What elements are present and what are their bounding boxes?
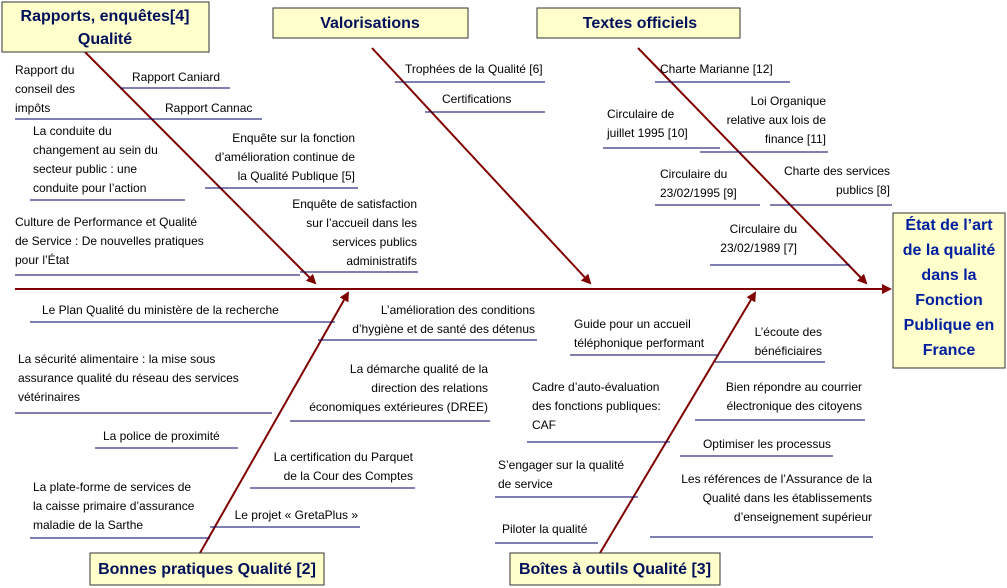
category-box — [536, 7, 741, 39]
cause-label: La certification du Parquet — [274, 450, 414, 464]
cause-label: électronique des citoyens — [727, 399, 862, 413]
cause-label: Charte des services — [784, 164, 890, 178]
cause-label: pour l’État — [15, 252, 70, 267]
cause-label: Circulaire de — [607, 107, 675, 121]
cause-label: de la Cour des Comptes — [284, 469, 413, 483]
cause-label: la Qualité Publique [5] — [238, 169, 355, 183]
category-box — [272, 7, 469, 39]
category-title: Valorisations — [320, 15, 420, 32]
cause-label: La sécurité alimentaire : la mise sous — [18, 352, 215, 366]
cause-label: finance [11] — [765, 132, 826, 146]
cause-label: conseil des — [15, 82, 75, 96]
cause-label: La plate-forme de services de — [33, 480, 191, 494]
cause-label: assurance qualité du réseau des services — [18, 371, 239, 385]
cause-label: maladie de la Sarthe — [33, 518, 143, 532]
cause-label: Les références de l’Assurance de la — [681, 472, 872, 486]
effect-text: Publique en — [904, 317, 995, 334]
cause-label: sur l’accueil dans les — [306, 216, 417, 230]
cause-label: Cadre d’auto-évaluation — [532, 380, 659, 394]
category-title: Boîtes à outils Qualité [3] — [519, 561, 711, 578]
category-box — [509, 552, 721, 586]
category-box — [89, 552, 325, 586]
cause-label: changement au sein du — [33, 143, 158, 157]
effect-text: dans la — [921, 267, 976, 284]
category-title: Bonnes pratiques Qualité [2] — [98, 561, 316, 578]
cause-label: la caisse primaire d’assurance — [33, 499, 195, 513]
cause-label: Enquête de satisfaction — [292, 197, 417, 211]
effect-text: de la qualité — [903, 242, 996, 259]
cause-label: Enquête sur la fonction — [232, 131, 355, 145]
bone — [371, 47, 592, 285]
cause-label: Qualité dans les établissements — [703, 491, 872, 505]
cause-label: impôts — [15, 101, 50, 115]
cause-label: Certifications — [442, 92, 511, 106]
cause-label: Circulaire du — [660, 167, 727, 181]
cause-label: secteur public : une — [33, 162, 137, 176]
cause-label: d’amélioration continue de — [215, 150, 355, 164]
effect-text: France — [923, 342, 976, 359]
cause-label: La police de proximité — [103, 429, 220, 443]
cause-label: Circulaire du — [730, 222, 797, 236]
cause-label: Rapport Cannac — [165, 101, 252, 115]
effect-text: État de l’art — [905, 215, 993, 234]
cause-label: Piloter la qualité — [502, 522, 588, 536]
cause-label: Charte Marianne [12] — [660, 62, 773, 76]
cause-label: Le projet « GretaPlus » — [235, 508, 359, 522]
cause-label: Bien répondre au courrier — [726, 380, 862, 394]
category-box — [1, 1, 210, 53]
bone — [84, 51, 317, 285]
cause-label: services publics — [332, 235, 417, 249]
bone — [599, 291, 757, 554]
cause-label: des fonctions publiques: — [532, 399, 661, 413]
effect-box — [892, 212, 1006, 369]
cause-label: économiques extérieures (DREE) — [309, 400, 488, 414]
cause-label: Culture de Performance et Qualité — [15, 215, 197, 229]
cause-label: de service — [498, 477, 553, 491]
cause-label: publics [8] — [836, 183, 890, 197]
cause-label: Le Plan Qualité du ministère de la reche… — [42, 303, 279, 317]
effect-text: Fonction — [915, 292, 983, 309]
cause-label: Rapport Caniard — [132, 70, 220, 84]
cause-label: Trophées de la Qualité [6] — [405, 62, 543, 76]
cause-label: S’engager sur la qualité — [498, 458, 624, 472]
cause-label: d’enseignement supérieur — [734, 510, 872, 524]
cause-label: Guide pour un accueil — [574, 317, 691, 331]
cause-label: bénéficiaires — [755, 344, 822, 358]
cause-label: téléphonique performant — [574, 336, 705, 350]
bone — [637, 47, 868, 285]
cause-label: de Service : De nouvelles pratiques — [15, 234, 204, 248]
cause-label: direction des relations — [371, 381, 488, 395]
cause-label: juillet 1995 [10] — [606, 126, 688, 140]
cause-label: 23/02/1995 [9] — [660, 186, 737, 200]
cause-label: relative aux lois de — [727, 113, 827, 127]
cause-label: L’amélioration des conditions — [381, 303, 535, 317]
cause-label: 23/02/1989 [7] — [720, 241, 797, 255]
cause-label: vétérinaires — [18, 390, 80, 404]
cause-label: conduite pour l’action — [33, 181, 146, 195]
category-title: Textes officiels — [583, 15, 698, 32]
cause-label: Rapport du — [15, 63, 74, 77]
cause-label: Loi Organique — [751, 94, 827, 108]
cause-label: Optimiser les processus — [703, 437, 831, 451]
cause-label: L’écoute des — [755, 325, 822, 339]
cause-label: administratifs — [346, 254, 417, 268]
cause-label: La démarche qualité de la — [350, 362, 488, 376]
category-title: Rapports, enquêtes[4] — [21, 8, 190, 25]
category-title: Qualité — [78, 31, 132, 48]
cause-label: CAF — [532, 418, 556, 432]
bone — [199, 291, 349, 554]
cause-label: d’hygiène et de santé des détenus — [352, 322, 535, 336]
cause-label: La conduite du — [33, 124, 112, 138]
